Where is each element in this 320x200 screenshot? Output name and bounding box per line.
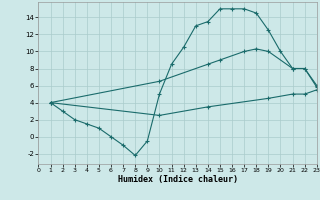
- X-axis label: Humidex (Indice chaleur): Humidex (Indice chaleur): [118, 175, 238, 184]
